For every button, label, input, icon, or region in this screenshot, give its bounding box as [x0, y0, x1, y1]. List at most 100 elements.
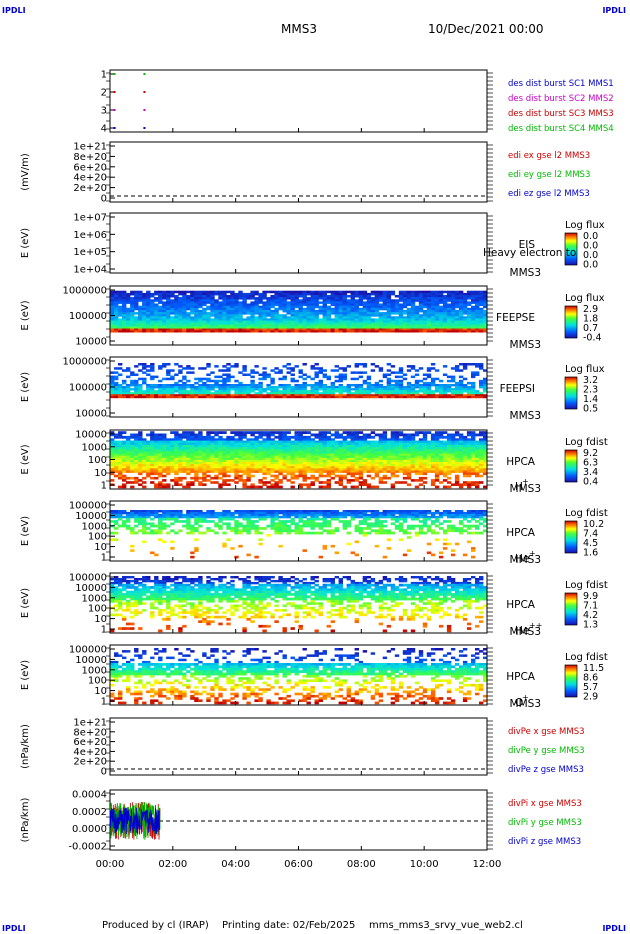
heatmap-cell — [350, 444, 355, 448]
heatmap-cell — [374, 474, 380, 478]
heatmap-cell — [346, 462, 351, 465]
heatmap-cell — [298, 388, 303, 391]
heatmap-cell — [326, 330, 331, 333]
heatmap-cell — [258, 324, 263, 327]
heatmap-cell — [122, 297, 127, 300]
heatmap-cell — [214, 481, 219, 484]
heatmap-cell — [471, 447, 476, 450]
heatmap-cell — [218, 442, 223, 446]
heatmap-cell — [294, 459, 299, 463]
heatmap-cell — [186, 330, 191, 333]
heatmap-cell — [130, 384, 135, 387]
heatmap-cell — [282, 464, 287, 467]
heatmap-cell — [126, 390, 131, 393]
heatmap-cell — [426, 320, 432, 323]
heatmap-cell — [398, 326, 404, 329]
heatmap-cell — [110, 440, 115, 444]
heatmap-cell — [194, 476, 199, 480]
heatmap-cell — [450, 433, 456, 437]
heatmap-cell — [350, 314, 355, 317]
heatmap-cell — [322, 466, 327, 469]
heatmap-cell — [354, 314, 359, 317]
heatmap-cell — [310, 322, 315, 325]
heatmap-cell — [182, 297, 187, 300]
heatmap-cell — [198, 449, 203, 452]
heatmap-cell — [254, 384, 259, 387]
heatmap-cell — [382, 299, 388, 302]
heatmap-cell — [306, 307, 311, 311]
heatmap-cell — [250, 455, 255, 459]
heatmap-cell — [410, 292, 416, 296]
heatmap-cell — [454, 464, 460, 467]
heatmap-cell — [406, 328, 412, 331]
heatmap-cell — [138, 290, 143, 294]
heatmap-cell — [150, 451, 155, 454]
heatmap-cell — [278, 324, 283, 327]
heatmap-cell — [426, 290, 432, 294]
heatmap-cell — [406, 301, 412, 304]
heatmap-cell — [218, 292, 223, 296]
heatmap-cell — [306, 328, 311, 331]
heatmap-cell — [330, 444, 335, 448]
heatmap-cell — [278, 316, 283, 319]
heatmap-cell — [234, 316, 239, 319]
heatmap-cell — [278, 297, 283, 300]
heatmap-cell — [314, 466, 319, 469]
heatmap-cell — [118, 386, 123, 389]
heatmap-cell — [346, 431, 351, 434]
heatmap-cell — [230, 435, 235, 439]
heatmap-cell — [362, 292, 368, 296]
heatmap-cell — [242, 459, 247, 463]
heatmap-cell — [342, 476, 347, 480]
heatmap-cell — [158, 320, 163, 323]
heatmap-cell — [190, 440, 195, 444]
heatmap-cell — [338, 379, 343, 383]
heatmap-cell — [402, 295, 408, 298]
heatmap-cell — [446, 324, 452, 327]
heatmap-cell — [150, 466, 155, 469]
heatmap-cell — [290, 305, 295, 309]
heatmap-cell — [438, 384, 444, 387]
heatmap-cell — [190, 322, 195, 325]
heatmap-cell — [402, 442, 408, 446]
heatmap-cell — [326, 466, 331, 469]
heatmap-cell — [226, 388, 231, 391]
heatmap-cell — [434, 305, 440, 309]
heatmap-cell — [202, 392, 207, 395]
heatmap-cell — [258, 481, 263, 484]
heatmap-cell — [178, 330, 183, 333]
heatmap-cell — [366, 459, 372, 463]
heatmap-cell — [318, 485, 323, 489]
heatmap-cell — [326, 394, 331, 397]
heatmap-cell — [318, 322, 323, 325]
heatmap-cell — [462, 295, 468, 298]
heatmap-cell — [462, 367, 468, 370]
heatmap-cell — [454, 316, 460, 319]
heatmap-cell — [266, 386, 271, 389]
heatmap-cell — [350, 312, 355, 315]
heatmap-cell — [274, 326, 279, 329]
heatmap-cell — [258, 451, 263, 454]
heatmap-cell — [142, 381, 147, 385]
heatmap-cell — [378, 440, 384, 444]
heatmap-cell — [146, 472, 151, 476]
y-tick-label: 2e+20 — [73, 757, 107, 768]
heatmap-cell — [354, 305, 359, 309]
heatmap-cell — [270, 483, 275, 486]
heatmap-cell — [398, 295, 404, 298]
heatmap-cell — [150, 462, 155, 465]
heatmap-cell — [130, 297, 135, 300]
heatmap-cell — [278, 314, 283, 317]
heatmap-cell — [142, 462, 147, 465]
heatmap-cell — [471, 394, 476, 397]
heatmap-cell — [194, 326, 199, 329]
heatmap-cell — [154, 328, 159, 331]
heatmap-cell — [426, 451, 432, 454]
heatmap-cell — [170, 388, 175, 391]
heatmap-cell — [154, 453, 159, 457]
heatmap-cell — [394, 462, 400, 465]
heatmap-cell — [150, 367, 155, 370]
heatmap-cell — [382, 470, 388, 473]
heatmap-cell — [190, 396, 195, 399]
heatmap-cell — [346, 453, 351, 457]
